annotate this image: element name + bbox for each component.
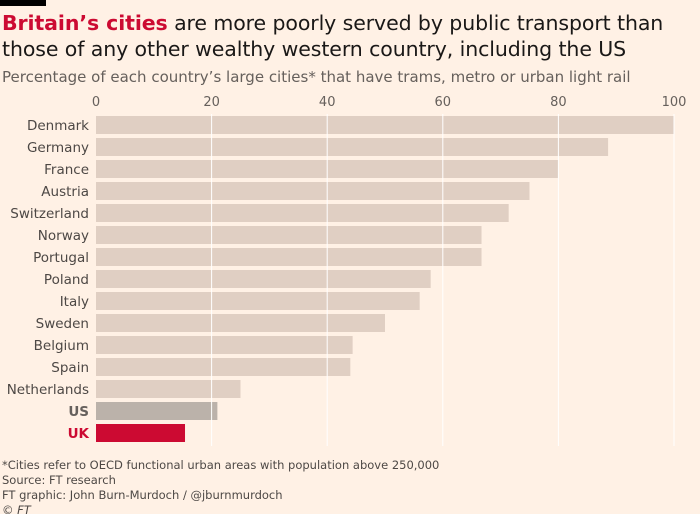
copyright: © FT: [2, 503, 31, 514]
chart-subtitle: Percentage of each country’s large citie…: [2, 68, 631, 86]
x-tick-labels: 0 20 40 60 80 100: [92, 95, 687, 110]
bar-poland: [96, 270, 431, 288]
category-label-italy: Italy: [60, 294, 89, 310]
bar-austria: [96, 182, 530, 200]
bar-denmark: [96, 116, 674, 134]
x-tick-label-20: 20: [203, 95, 220, 110]
category-label-uk: UK: [68, 426, 90, 442]
category-label-switzerland: Switzerland: [10, 206, 89, 222]
category-label-spain: Spain: [51, 360, 89, 376]
bar-netherlands: [96, 380, 241, 398]
bars-group: [96, 116, 674, 442]
category-label-germany: Germany: [27, 140, 89, 156]
chart-title: Britain’s cities are more poorly served …: [2, 10, 692, 62]
ft-brand-bar: [0, 0, 46, 6]
x-tick-label-60: 60: [435, 95, 452, 110]
gridlines-group: [211, 114, 675, 446]
x-tick-label-100: 100: [662, 95, 687, 110]
graphic-credit: FT graphic: John Burn-Murdoch / @jburnmu…: [2, 488, 283, 502]
category-label-portugal: Portugal: [33, 250, 89, 266]
source-note: Source: FT research: [2, 473, 116, 487]
bar-uk: [96, 424, 186, 442]
bar-sweden: [96, 314, 385, 332]
bar-germany: [96, 138, 609, 156]
title-highlight: Britain’s cities: [2, 11, 168, 35]
category-label-sweden: Sweden: [36, 316, 89, 332]
category-label-netherlands: Netherlands: [7, 382, 89, 398]
bar-norway: [96, 226, 482, 244]
title-rest: are more poorly served by public transpo…: [2, 11, 664, 61]
category-label-us: US: [68, 404, 89, 420]
category-label-austria: Austria: [41, 184, 89, 200]
category-label-france: France: [44, 162, 89, 178]
footer: *Cities refer to OECD functional urban a…: [2, 458, 692, 514]
category-labels: Denmark Germany France Austria Switzerland No…: [7, 118, 90, 442]
bar-italy: [96, 292, 420, 310]
bar-portugal: [96, 248, 482, 266]
bar-belgium: [96, 336, 353, 354]
category-label-norway: Norway: [38, 228, 89, 244]
x-tick-label-0: 0: [92, 95, 100, 110]
category-label-belgium: Belgium: [34, 338, 89, 354]
category-label-denmark: Denmark: [27, 118, 89, 134]
bar-switzerland: [96, 204, 509, 222]
x-tick-label-40: 40: [319, 95, 336, 110]
x-tick-label-80: 80: [550, 95, 567, 110]
bar-us: [96, 402, 218, 420]
footnote: *Cities refer to OECD functional urban a…: [2, 458, 440, 472]
bar-spain: [96, 358, 351, 376]
category-label-poland: Poland: [44, 272, 89, 288]
